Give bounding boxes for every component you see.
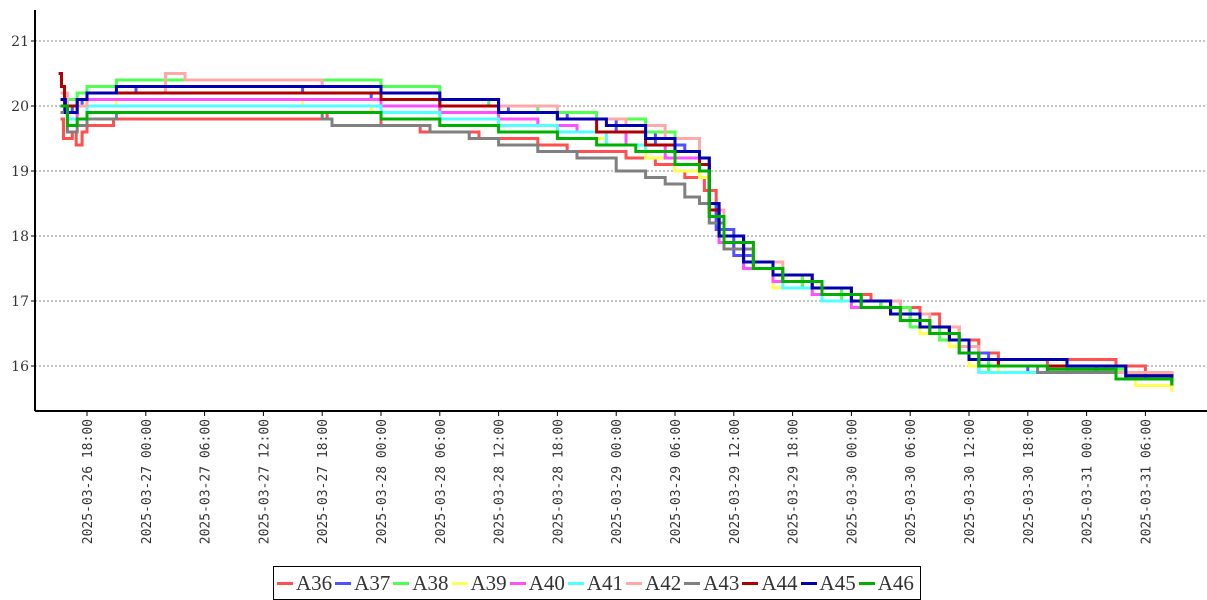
legend-swatch [858, 581, 875, 585]
legend-label: A36 [296, 570, 333, 595]
y-tick-labels: 16 17 18 19 20 21 [11, 34, 29, 375]
legend-item-a41: A41 [567, 570, 624, 596]
x-tick-label: 2025-03-30 12:00 [963, 419, 978, 544]
series-line-a39 [60, 98, 1174, 392]
series-line-a45 [60, 85, 1174, 383]
legend-label: A40 [528, 570, 565, 595]
legend-swatch [509, 581, 526, 585]
x-tick-label: 2025-03-27 18:00 [316, 419, 331, 544]
series-line-a36 [60, 111, 1174, 379]
x-tick-label: 2025-03-29 06:00 [669, 419, 684, 544]
legend-swatch [742, 581, 759, 585]
x-tick-label: 2025-03-27 06:00 [199, 419, 214, 544]
series-line-a46 [60, 104, 1174, 386]
y-tick-label: 18 [11, 229, 29, 245]
series-lines [58, 72, 1174, 392]
x-tick-label: 2025-03-28 12:00 [493, 419, 508, 544]
legend-swatch [335, 581, 352, 585]
legend-label: A43 [703, 570, 740, 595]
grid-lines [31, 40, 1207, 367]
series-line-a41 [60, 104, 1174, 386]
y-tick-label: 16 [11, 359, 29, 375]
y-tick-label: 17 [11, 294, 29, 310]
legend-label: A37 [354, 570, 391, 595]
legend-swatch [626, 581, 643, 585]
legend-label: A39 [470, 570, 507, 595]
x-tick-label: 2025-03-27 00:00 [140, 419, 155, 544]
legend-swatch [800, 581, 817, 585]
chart-legend: A36 A37 A38 A39 A40 A41 A42 A43 A44 A45 A46 [273, 566, 921, 600]
legend-item-a44: A44 [742, 570, 798, 596]
legend-label: A44 [761, 570, 798, 595]
series-line-a40 [60, 98, 1174, 386]
legend-label: A45 [819, 570, 856, 595]
legend-swatch [277, 581, 293, 585]
legend-item-a40: A40 [509, 570, 565, 596]
x-tick-label: 2025-03-28 00:00 [375, 419, 390, 544]
legend-item-a45: A45 [800, 570, 856, 596]
legend-swatch [684, 581, 701, 585]
legend-label: A41 [586, 570, 624, 595]
x-tick-label: 2025-03-29 18:00 [787, 419, 802, 544]
legend-item-a36: A36 [277, 571, 332, 596]
legend-item-a37: A37 [335, 571, 390, 596]
x-tick-label: 2025-03-30 18:00 [1022, 419, 1037, 544]
x-tick-label: 2025-03-31 00:00 [1081, 419, 1096, 544]
legend-label: A38 [412, 570, 449, 595]
legend-item-a39: A39 [451, 570, 507, 596]
legend-label: A46 [877, 570, 914, 595]
legend-swatch [567, 581, 584, 585]
y-tick-label: 21 [11, 34, 29, 50]
legend-item-a38: A38 [393, 570, 449, 596]
series-line-a43 [60, 111, 1174, 386]
x-tick-label: 2025-03-30 00:00 [845, 419, 860, 544]
legend-label: A42 [645, 570, 682, 595]
x-tick-label: 2025-03-30 06:00 [904, 419, 919, 544]
x-tick-label: 2025-03-27 12:00 [257, 419, 272, 544]
x-tick-label: 2025-03-28 18:00 [551, 419, 566, 544]
axes [34, 10, 1207, 416]
x-tick-label: 2025-03-28 06:00 [434, 419, 449, 544]
legend-swatch [393, 581, 410, 585]
legend-item-a42: A42 [626, 571, 681, 596]
legend-swatch [451, 581, 468, 585]
y-tick-label: 20 [11, 99, 29, 115]
x-tick-label: 2025-03-29 00:00 [610, 419, 625, 544]
x-tick-labels: 2025-03-26 18:00 2025-03-27 00:00 2025-03-… [81, 419, 1154, 544]
y-tick-label: 19 [11, 164, 29, 180]
x-tick-label: 2025-03-29 12:00 [728, 419, 743, 544]
x-tick-label: 2025-03-31 06:00 [1139, 419, 1154, 544]
x-tick-label: 2025-03-26 18:00 [81, 419, 96, 544]
legend-item-a46: A46 [858, 570, 914, 596]
legend-item-a43: A43 [684, 571, 739, 596]
